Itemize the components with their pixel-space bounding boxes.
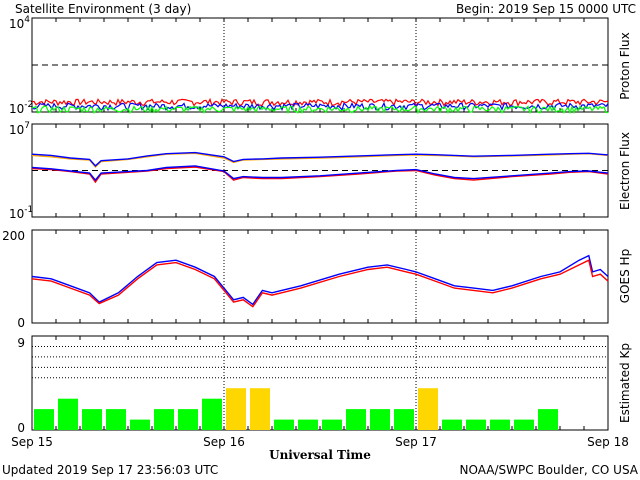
kp-bar <box>418 388 438 430</box>
electron-ytick-top-exp: 7 <box>24 121 30 131</box>
kp-ylabel: Estimated Kp <box>618 343 632 423</box>
kp-bar <box>322 419 342 430</box>
kp-bar <box>106 409 126 430</box>
electron-series-blue-3 <box>31 151 609 167</box>
kp-bar <box>82 409 102 430</box>
proton-ytick-top-exp: 4 <box>24 15 30 25</box>
electron-ytick-top-base: 10 <box>9 123 24 137</box>
proton-series-blue <box>31 101 609 112</box>
electron-ytick-top: 107 <box>9 121 30 137</box>
kp-bar <box>514 419 534 430</box>
xaxis-title: Universal Time <box>269 448 371 462</box>
goes-ytick-top: 200 <box>2 229 25 243</box>
chart-marks <box>31 17 609 431</box>
proton-ytick-top: 104 <box>9 15 30 31</box>
proton-ytick-bottom-base: 10 <box>9 102 24 116</box>
xtick-sep16: Sep 16 <box>203 435 245 449</box>
electron-flux-ylabel: Electron Flux <box>618 132 632 210</box>
kp-bar <box>346 409 366 430</box>
kp-bar <box>274 419 294 430</box>
kp-bar <box>250 388 270 430</box>
proton-flux-ylabel: Proton Flux <box>618 32 632 99</box>
proton-series-green <box>31 104 608 115</box>
goes-hp-ylabel: GOES Hp <box>618 249 632 303</box>
electron-ytick-bottom: 10-1 <box>9 205 33 221</box>
electron-ytick-bottom-base: 10 <box>9 207 24 221</box>
updated-label: Updated 2019 Sep 17 23:56:03 UTC <box>2 463 218 477</box>
kp-ytick-top: 9 <box>17 336 25 350</box>
kp-bar <box>370 409 390 430</box>
goes-series-red <box>31 259 609 308</box>
xtick-sep18: Sep 18 <box>587 435 629 449</box>
proton-ytick-bottom: 10-2 <box>9 100 33 116</box>
goes-series-blue <box>31 254 609 306</box>
kp-ytick-bottom: 0 <box>17 421 25 435</box>
xtick-sep15: Sep 15 <box>11 435 53 449</box>
xtick-sep17: Sep 17 <box>395 435 437 449</box>
kp-bar <box>34 409 54 430</box>
kp-bar <box>202 398 222 430</box>
kp-bar <box>154 409 174 430</box>
goes-ytick-bottom: 0 <box>17 316 25 330</box>
kp-bar <box>442 419 462 430</box>
kp-bar <box>130 419 150 430</box>
kp-bar <box>394 409 414 430</box>
electron-series-blue-1 <box>31 165 609 182</box>
kp-bar <box>58 398 78 430</box>
electron-series-red-0 <box>31 166 609 184</box>
proton-ytick-top-base: 10 <box>9 17 24 31</box>
proton-series-red <box>31 97 609 108</box>
kp-bar <box>538 409 558 430</box>
kp-bar <box>466 419 486 430</box>
credit-label: NOAA/SWPC Boulder, CO USA <box>460 463 639 477</box>
proton-ytick-bottom-exp: -2 <box>24 100 33 110</box>
begin-label: Begin: 2019 Sep 15 0000 UTC <box>456 2 636 16</box>
chart-title: Satellite Environment (3 day) <box>15 2 191 16</box>
electron-ytick-bottom-exp: -1 <box>24 205 33 215</box>
kp-bar <box>490 419 510 430</box>
kp-bar <box>226 388 246 430</box>
kp-bar <box>298 419 318 430</box>
kp-bar <box>178 409 198 430</box>
